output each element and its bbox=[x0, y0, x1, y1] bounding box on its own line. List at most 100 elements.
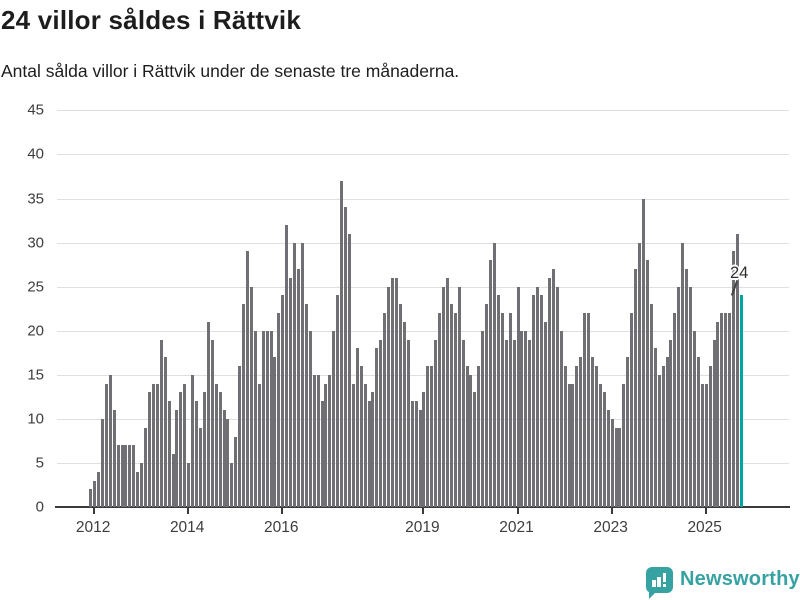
bar bbox=[379, 339, 383, 507]
bar bbox=[728, 313, 732, 507]
bar bbox=[540, 295, 544, 507]
y-axis-label-25: 25 bbox=[27, 278, 44, 296]
bar bbox=[598, 383, 602, 507]
bar bbox=[179, 392, 183, 507]
bar bbox=[418, 410, 422, 507]
chart-title: 24 villor såldes i Rättvik bbox=[1, 5, 302, 35]
bar bbox=[649, 304, 653, 507]
bar bbox=[638, 242, 642, 507]
bar bbox=[692, 330, 696, 507]
bar bbox=[97, 471, 101, 507]
bar bbox=[457, 286, 461, 507]
y-axis-label-15: 15 bbox=[27, 366, 44, 384]
gridline-30 bbox=[57, 242, 789, 244]
bar bbox=[665, 357, 669, 507]
bar bbox=[449, 304, 453, 507]
bar bbox=[555, 286, 559, 507]
bar bbox=[724, 313, 728, 507]
bar bbox=[351, 383, 355, 507]
bar bbox=[461, 339, 465, 507]
bar bbox=[653, 348, 657, 507]
bar bbox=[493, 242, 496, 507]
x-tick-2012 bbox=[93, 508, 96, 514]
bar bbox=[312, 374, 316, 507]
bar bbox=[524, 330, 528, 507]
bar bbox=[371, 392, 375, 507]
logo-bar-medium bbox=[657, 577, 661, 587]
bar bbox=[481, 330, 485, 507]
bar bbox=[277, 313, 281, 507]
bar bbox=[696, 357, 700, 507]
bar bbox=[159, 339, 163, 507]
bar bbox=[265, 330, 269, 507]
bar bbox=[257, 383, 261, 507]
x-axis-label-2014: 2014 bbox=[169, 519, 205, 536]
bar bbox=[347, 233, 351, 507]
y-axis-label-5: 5 bbox=[35, 454, 44, 472]
bar bbox=[273, 357, 277, 507]
gridline-25 bbox=[57, 286, 789, 288]
y-axis-label-40: 40 bbox=[27, 145, 44, 163]
bar bbox=[395, 277, 398, 507]
bar bbox=[434, 339, 438, 507]
bar bbox=[171, 454, 175, 507]
newsworthy-logo[interactable]: Newsworthy bbox=[644, 565, 800, 599]
bar bbox=[634, 269, 638, 507]
x-tick-2023 bbox=[610, 508, 613, 514]
bar bbox=[151, 383, 155, 507]
current-period-bar bbox=[740, 295, 743, 507]
bar bbox=[198, 427, 202, 507]
bar bbox=[359, 366, 363, 507]
gridline-35 bbox=[57, 198, 789, 200]
bar bbox=[630, 313, 634, 507]
bar bbox=[426, 366, 430, 507]
bar bbox=[469, 374, 473, 507]
bar bbox=[677, 286, 681, 507]
bar bbox=[316, 374, 320, 507]
bar bbox=[191, 374, 195, 507]
bar bbox=[355, 348, 359, 507]
bar bbox=[736, 233, 740, 507]
bar bbox=[508, 313, 512, 507]
bar bbox=[128, 445, 132, 507]
bar bbox=[249, 286, 253, 507]
bar bbox=[214, 383, 218, 507]
bar bbox=[536, 286, 540, 507]
bar bbox=[716, 321, 720, 507]
x-tick-2019 bbox=[422, 508, 425, 514]
bar bbox=[551, 269, 555, 507]
bar bbox=[720, 313, 724, 507]
bar bbox=[242, 304, 246, 507]
x-tick-2021 bbox=[516, 508, 519, 514]
bar bbox=[732, 251, 736, 507]
bar bbox=[187, 462, 191, 507]
bar bbox=[367, 401, 371, 507]
gridline-15 bbox=[57, 374, 789, 376]
logo-exclamation-bar bbox=[662, 573, 666, 582]
bar bbox=[183, 383, 187, 507]
x-tick-2014 bbox=[187, 508, 190, 514]
x-axis-label-2023: 2023 bbox=[593, 519, 628, 536]
bar bbox=[261, 330, 265, 507]
bar bbox=[685, 269, 689, 507]
bar bbox=[328, 374, 332, 507]
bar bbox=[442, 286, 446, 507]
brand-name: Newsworthy bbox=[680, 568, 800, 590]
bar bbox=[93, 480, 97, 507]
bar bbox=[296, 269, 300, 507]
y-axis-label-35: 35 bbox=[27, 190, 44, 207]
bar bbox=[681, 242, 685, 507]
bar bbox=[571, 383, 575, 507]
bar bbox=[234, 436, 238, 507]
bar bbox=[583, 313, 587, 507]
bar bbox=[195, 401, 199, 507]
bar bbox=[543, 321, 547, 507]
bar bbox=[587, 313, 591, 507]
gridline-40 bbox=[57, 154, 789, 156]
bar bbox=[285, 224, 289, 507]
bar bbox=[324, 383, 328, 507]
bar bbox=[218, 392, 222, 507]
bar bbox=[438, 313, 442, 507]
bar bbox=[132, 445, 136, 507]
